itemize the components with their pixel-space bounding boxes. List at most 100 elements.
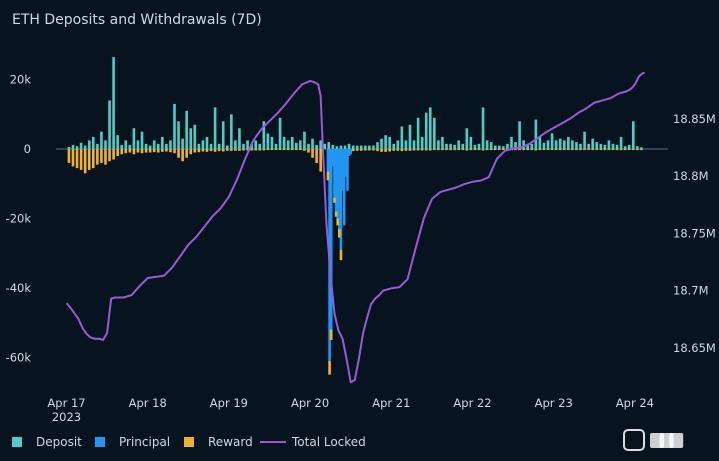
principal-legend-swatch xyxy=(95,437,105,447)
reward-bar xyxy=(640,149,643,151)
reward-bar xyxy=(611,149,615,151)
deposit-bar xyxy=(392,143,396,150)
deposit-bar xyxy=(278,117,282,150)
reward-bar xyxy=(636,149,639,151)
deposit-bar xyxy=(502,146,505,150)
reward-bar xyxy=(441,149,444,151)
deposit-bar xyxy=(469,136,473,150)
watermark-mark-icon xyxy=(623,429,645,451)
reward-bar xyxy=(75,149,79,169)
deposit-bar xyxy=(136,140,140,150)
reward-bar xyxy=(591,149,594,151)
reward-bar xyxy=(587,149,590,151)
deposit-bar xyxy=(148,145,152,150)
reward-bar xyxy=(326,171,330,181)
reward-legend-label: Reward xyxy=(208,435,253,449)
reward-bar xyxy=(266,149,270,151)
reward-bar xyxy=(152,149,156,153)
deposit-bar xyxy=(258,143,262,150)
deposit-bar xyxy=(140,131,144,150)
reward-bar xyxy=(603,149,607,151)
x-axis-tick-label: Apr 22 xyxy=(453,396,491,410)
reward-bar xyxy=(140,149,144,154)
deposit-bar xyxy=(299,140,302,150)
reward-bar xyxy=(469,149,473,151)
deposit-bar xyxy=(234,140,237,150)
deposit-bar xyxy=(603,144,607,150)
left-axis-ticks: 20k 0 -20k -40k -60k xyxy=(6,73,32,365)
reward-bar xyxy=(230,149,233,151)
deposit-bar xyxy=(185,110,188,150)
deposit-bar xyxy=(217,143,221,150)
deposit-bar xyxy=(189,128,193,150)
reward-bar xyxy=(156,149,160,153)
reward-bar xyxy=(627,149,631,151)
reward-bar xyxy=(542,149,546,151)
reward-bar xyxy=(209,149,213,152)
deposit-bar xyxy=(144,143,148,150)
deposit-bar xyxy=(567,136,570,150)
x-axis-tick-label: Apr 21 xyxy=(372,396,410,410)
reward-bar xyxy=(165,149,168,152)
reward-bar xyxy=(181,149,184,162)
reward-bar xyxy=(303,149,306,151)
deposit-bar xyxy=(343,145,347,150)
reward-bar xyxy=(92,149,95,169)
deposit-bar xyxy=(424,112,428,150)
reward-bar xyxy=(498,149,501,151)
principal-bar xyxy=(344,149,348,177)
reward-bar xyxy=(355,149,359,151)
reward-bar xyxy=(571,149,574,151)
reward-bar xyxy=(315,149,318,163)
reward-bar xyxy=(79,149,83,170)
reward-bar xyxy=(380,149,383,152)
reward-bar xyxy=(144,149,148,153)
reward-bar xyxy=(339,249,343,261)
deposit-bar xyxy=(368,145,371,150)
reward-bar xyxy=(136,149,140,153)
reward-bar xyxy=(83,149,87,174)
deposit-bar xyxy=(587,143,590,150)
deposit-bar xyxy=(400,126,404,150)
reward-bar xyxy=(489,149,493,151)
reward-bar xyxy=(453,149,456,151)
deposit-bar xyxy=(347,143,351,150)
principal-bar xyxy=(333,149,336,198)
watermark-logo xyxy=(623,429,684,451)
reward-bar xyxy=(408,149,412,151)
x-axis-tick-label: Apr 17 xyxy=(47,396,85,410)
deposit-bar xyxy=(583,131,586,150)
deposit-bar xyxy=(416,117,420,150)
deposit-bar xyxy=(433,117,436,150)
deposit-bar xyxy=(554,140,558,150)
deposit-bar xyxy=(595,142,599,150)
deposit-bar xyxy=(571,140,574,150)
reward-bar xyxy=(534,149,538,151)
deposit-bar xyxy=(319,140,322,150)
deposit-bar xyxy=(132,128,136,150)
reward-bar xyxy=(428,149,432,151)
right-axis-ticks: 18.85M 18.8M 18.75M 18.7M 18.65M xyxy=(673,112,716,355)
deposit-bar xyxy=(477,143,481,150)
deposit-bar xyxy=(295,142,298,150)
deposit-bar xyxy=(230,114,233,150)
deposit-bar xyxy=(449,143,452,150)
deposit-bar xyxy=(404,140,408,150)
reward-bar xyxy=(96,149,99,165)
deposit-bar xyxy=(428,107,432,150)
deposit-bar xyxy=(152,140,156,150)
deposit-bar xyxy=(591,138,594,150)
principal-bar xyxy=(331,149,335,167)
deposit-bar xyxy=(522,140,525,150)
deposit-bar xyxy=(193,124,197,150)
principal-bar xyxy=(339,149,343,250)
deposit-bar xyxy=(92,136,95,150)
principal-bar xyxy=(349,149,352,155)
x-axis-tick-label: Apr 18 xyxy=(129,396,167,410)
deposit-bar xyxy=(546,140,550,150)
reward-bar xyxy=(120,149,124,155)
reward-bar xyxy=(262,149,266,151)
deposit-bar xyxy=(124,140,128,150)
deposit-bar xyxy=(225,145,229,150)
